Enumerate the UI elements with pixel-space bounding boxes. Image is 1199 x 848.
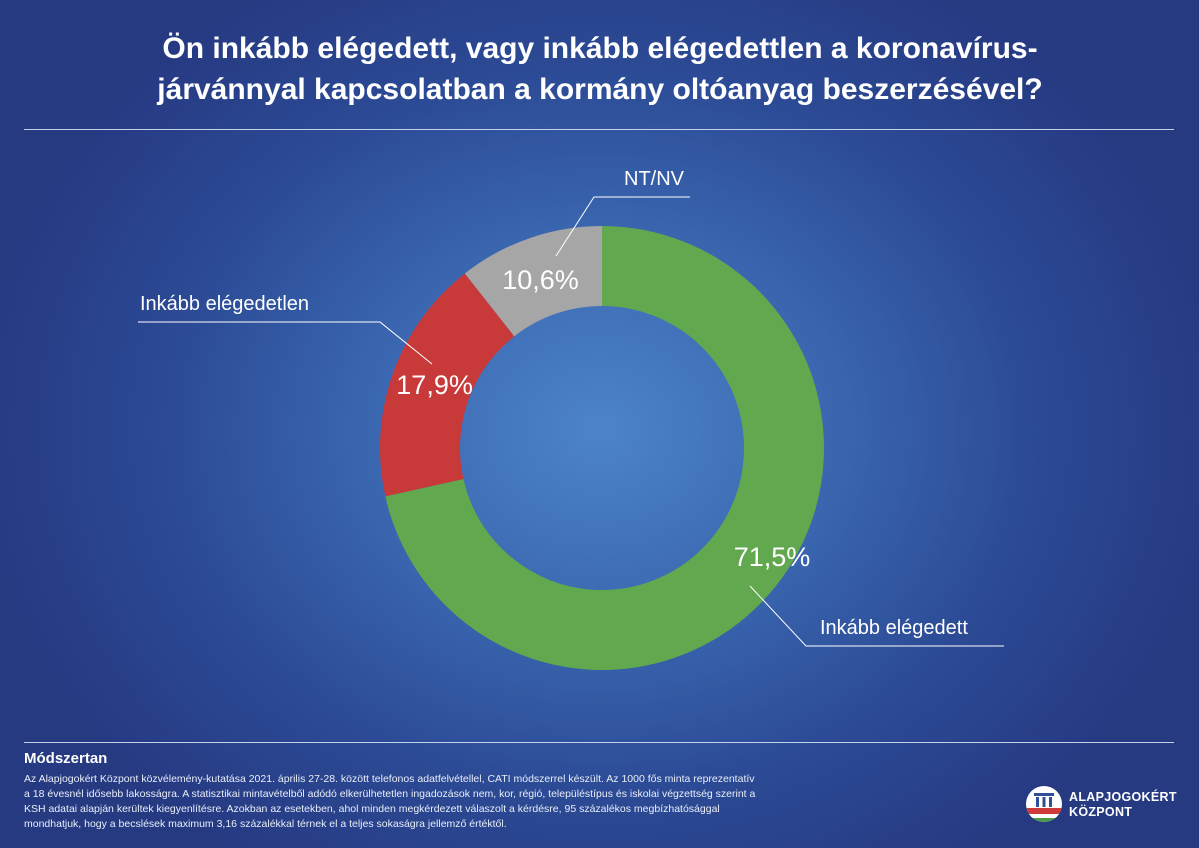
logo-line-1: ALAPJOGOKÉRT bbox=[1069, 790, 1177, 804]
methodology-line-3: KSH adatai alapján kerültek kiegyenlítés… bbox=[24, 803, 720, 815]
methodology-heading: Módszertan bbox=[24, 750, 108, 767]
methodology-line-1: Az Alapjogokért Központ közvélemény-kuta… bbox=[24, 773, 755, 785]
methodology-line-2: a 18 évesnél idősebb lakosságra. A stati… bbox=[24, 788, 756, 800]
category-label-nt-nv: NT/NV bbox=[624, 168, 685, 190]
chart-title: Ön inkább elégedett, vagy inkább elégede… bbox=[60, 28, 1140, 110]
logo-line-2: KÖZPONT bbox=[1069, 805, 1133, 819]
methodology-line-4: mondhatjuk, hogy a becslések maximum 3,1… bbox=[24, 818, 507, 830]
leader-line-nt-nv bbox=[555, 196, 690, 257]
logo-text: ALAPJOGOKÉRT KÖZPONT bbox=[1069, 790, 1177, 820]
value-label-inkabb-elegedetlen: 17,9% bbox=[396, 370, 473, 400]
title-line-2: járvánnyal kapcsolatban a kormány oltóan… bbox=[157, 73, 1043, 106]
category-label-inkabb-elegedetlen: Inkább elégedetlen bbox=[140, 293, 309, 315]
category-label-inkabb-elegedett: Inkább elégedett bbox=[820, 617, 968, 639]
leader-line-inkabb-elegedett bbox=[749, 585, 1004, 647]
value-label-nt-nv: 10,6% bbox=[502, 265, 579, 295]
slice-nt-nv bbox=[464, 226, 602, 337]
title-line-1: Ön inkább elégedett, vagy inkább elégede… bbox=[162, 32, 1038, 65]
logo-mark-icon bbox=[1026, 786, 1062, 822]
alapjogokert-kozpont-logo: ALAPJOGOKÉRT KÖZPONT bbox=[1024, 784, 1184, 828]
bottom-divider bbox=[24, 742, 1174, 743]
value-label-inkabb-elegedett: 71,5% bbox=[734, 542, 811, 572]
slice-inkabb-elegedett bbox=[385, 226, 824, 670]
methodology-text: Az Alapjogokért Központ közvélemény-kuta… bbox=[24, 772, 904, 832]
slice-inkabb-elegedetlen bbox=[380, 273, 515, 497]
top-divider bbox=[24, 129, 1174, 130]
methodology-section: Módszertan Az Alapjogokért Központ közvé… bbox=[24, 750, 904, 832]
leader-line-inkabb-elegedetlen bbox=[138, 321, 433, 365]
